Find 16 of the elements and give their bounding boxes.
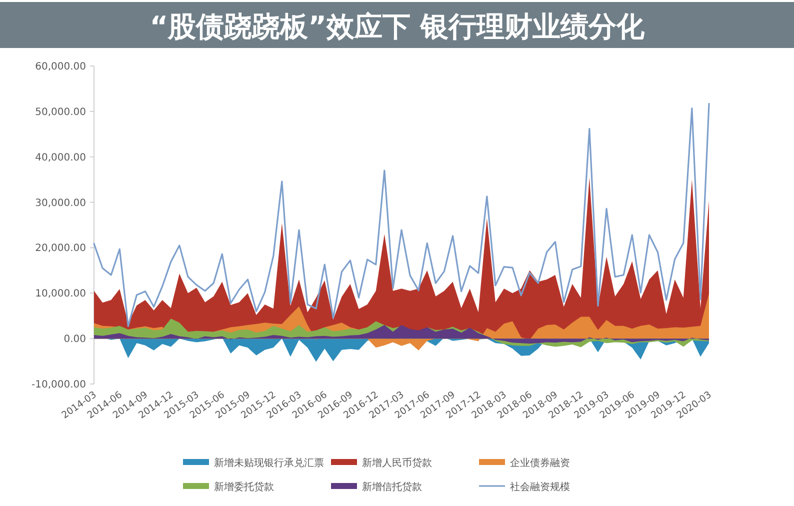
y-tick-label: 50,000.00 — [35, 106, 86, 118]
chart-title: “股债跷跷板”效应下 银行理财业绩分化 — [150, 10, 646, 43]
y-tick-label: 0.00 — [64, 334, 86, 346]
line-series — [93, 102, 710, 328]
legend-label: 新增委托贷款 — [214, 481, 274, 493]
y-tick-label: 20,000.00 — [35, 243, 86, 254]
legend-label: 新增未贴现银行承兑汇票 — [214, 457, 324, 469]
legend-label: 企业债券融资 — [510, 457, 570, 469]
y-tick-label: -10,000.00 — [31, 380, 86, 390]
y-tick-label: 10,000.00 — [35, 288, 86, 300]
legend-label: 新增人民币贷款 — [362, 457, 432, 469]
legend-label: 社会融资规模 — [510, 481, 570, 493]
y-tick-label: 60,000.00 — [35, 62, 86, 72]
legend-label: 新增信托贷款 — [362, 481, 422, 493]
y-tick-label: 30,000.00 — [35, 198, 86, 209]
y-tick-label: 40,000.00 — [35, 152, 86, 164]
